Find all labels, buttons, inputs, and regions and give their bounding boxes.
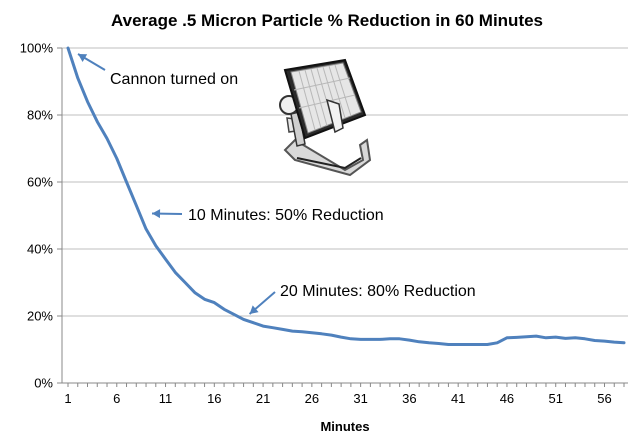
x-tick-label: 26	[305, 391, 319, 406]
x-axis-ticks: 1 6 11 16 21 26 31 36 41 46 51 56	[64, 383, 625, 406]
y-tick-label: 60%	[27, 175, 53, 190]
x-tick-label: 46	[500, 391, 514, 406]
annotations: Cannon turned on 10 Minutes: 50% Reductio…	[77, 53, 476, 315]
annotation-arrowhead	[152, 209, 161, 219]
x-tick-label: 36	[402, 391, 416, 406]
x-axis-label: Minutes	[320, 419, 369, 434]
x-tick-label: 11	[159, 391, 173, 406]
series-line	[66, 46, 626, 346]
gridlines	[62, 47, 628, 317]
annotation-arrowhead	[78, 54, 88, 62]
annotation-label: 10 Minutes: 50% Reduction	[188, 207, 384, 224]
annotation-label: Cannon turned on	[110, 71, 238, 88]
x-tick-label: 1	[64, 391, 71, 406]
annotation-label: 20 Minutes: 80% Reduction	[280, 283, 476, 300]
y-tick-label: 40%	[27, 242, 53, 257]
y-tick-label: 20%	[27, 309, 53, 324]
y-tick-label: 80%	[27, 108, 53, 123]
x-tick-label: 6	[113, 391, 120, 406]
x-tick-label: 41	[451, 391, 465, 406]
y-tick-label: 100%	[20, 41, 54, 56]
chart-title: Average .5 Micron Particle % Reduction i…	[111, 11, 543, 30]
y-tick-label: 0%	[34, 376, 53, 391]
y-axis-ticks: 0% 20% 40% 60% 80% 100%	[20, 41, 62, 391]
particle-cannon-image	[279, 58, 372, 177]
x-tick-label: 16	[207, 391, 221, 406]
axes	[61, 48, 628, 384]
x-tick-label: 51	[548, 391, 562, 406]
annotation-arrowhead	[249, 305, 259, 314]
x-tick-label: 21	[256, 391, 270, 406]
x-tick-label: 56	[597, 391, 611, 406]
x-tick-label: 31	[353, 391, 367, 406]
